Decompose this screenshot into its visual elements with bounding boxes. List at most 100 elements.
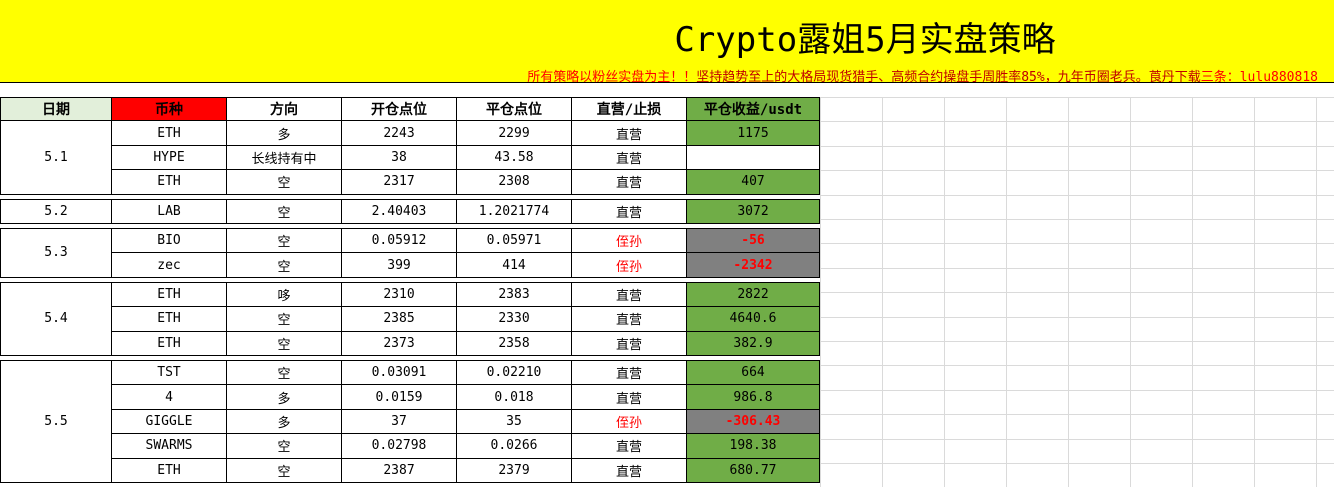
type-cell: 直营 bbox=[572, 307, 687, 332]
type-cell: 直营 bbox=[572, 385, 687, 410]
gridline bbox=[1254, 97, 1255, 487]
gridline bbox=[882, 97, 883, 487]
gridline bbox=[820, 389, 1334, 391]
profit-cell: 3072 bbox=[687, 199, 820, 224]
type-cell: 直营 bbox=[572, 145, 687, 171]
gridline bbox=[820, 194, 1334, 196]
direction-cell: 空 bbox=[227, 458, 342, 483]
profit-cell: -306.43 bbox=[687, 409, 820, 435]
gridline bbox=[820, 243, 1334, 245]
separator bbox=[0, 224, 820, 229]
gridline bbox=[820, 97, 1334, 98]
date-cell: 5.4 bbox=[0, 282, 112, 356]
separator bbox=[0, 277, 820, 283]
gridline bbox=[820, 341, 1334, 342]
coin-cell: ETH bbox=[112, 282, 227, 308]
column-header: 方向 bbox=[227, 97, 342, 122]
direction-cell: 多 bbox=[227, 121, 342, 146]
gridline bbox=[1316, 97, 1317, 487]
header-banner: Crypto露姐5月实盘策略 所有策略以粉丝实盘为主！！坚持趋势至上的大格局现货… bbox=[0, 0, 1334, 85]
gridline bbox=[820, 219, 1334, 220]
profit-cell: -2342 bbox=[687, 253, 820, 278]
profit-cell: 1175 bbox=[687, 121, 820, 146]
coin-cell: HYPE bbox=[112, 145, 227, 171]
type-cell: 直营 bbox=[572, 121, 687, 146]
coin-cell: BIO bbox=[112, 229, 227, 254]
direction-cell: 空 bbox=[227, 170, 342, 195]
close-cell: 35 bbox=[457, 409, 572, 435]
type-cell: 直营 bbox=[572, 199, 687, 224]
open-cell: 2385 bbox=[342, 307, 457, 332]
gridline bbox=[820, 365, 1334, 367]
direction-cell: 空 bbox=[227, 229, 342, 254]
profit-cell: 986.8 bbox=[687, 385, 820, 410]
open-cell: 38 bbox=[342, 145, 457, 171]
gridline bbox=[820, 292, 1334, 294]
open-cell: 2.40403 bbox=[342, 199, 457, 224]
type-cell: 直营 bbox=[572, 331, 687, 356]
type-cell: 直营 bbox=[572, 458, 687, 483]
open-cell: 2387 bbox=[342, 458, 457, 483]
profit-cell: 4640.6 bbox=[687, 307, 820, 332]
close-cell: 2358 bbox=[457, 331, 572, 356]
gridline bbox=[1130, 97, 1131, 487]
separator bbox=[0, 194, 820, 200]
gridline bbox=[944, 97, 945, 487]
gridline bbox=[820, 170, 1334, 172]
coin-cell: GIGGLE bbox=[112, 409, 227, 435]
coin-cell: LAB bbox=[112, 199, 227, 224]
open-cell: 2373 bbox=[342, 331, 457, 356]
type-cell: 直营 bbox=[572, 434, 687, 459]
direction-cell: 空 bbox=[227, 253, 342, 278]
subtitle-part: 三条：lulu880818 bbox=[1200, 70, 1318, 85]
profit-cell: -56 bbox=[687, 229, 820, 254]
direction-cell: 多 bbox=[227, 409, 342, 435]
gridline bbox=[820, 97, 821, 487]
profit-cell: 680.77 bbox=[687, 458, 820, 483]
coin-cell: 4 bbox=[112, 385, 227, 410]
profit-cell bbox=[687, 145, 820, 171]
open-cell: 2317 bbox=[342, 170, 457, 195]
open-cell: 0.02798 bbox=[342, 434, 457, 459]
close-cell: 0.05971 bbox=[457, 229, 572, 254]
coin-cell: ETH bbox=[112, 331, 227, 356]
close-cell: 0.02210 bbox=[457, 361, 572, 386]
profit-cell: 198.38 bbox=[687, 434, 820, 459]
type-cell: 直营 bbox=[572, 361, 687, 386]
date-cell: 5.2 bbox=[0, 199, 112, 224]
date-cell: 5.5 bbox=[0, 361, 112, 483]
direction-cell: 空 bbox=[227, 361, 342, 386]
direction-cell: 长线持有中 bbox=[227, 145, 342, 171]
separator bbox=[0, 356, 820, 361]
coin-cell: zec bbox=[112, 253, 227, 278]
open-cell: 0.0159 bbox=[342, 385, 457, 410]
column-header: 平仓点位 bbox=[457, 97, 572, 122]
close-cell: 43.58 bbox=[457, 145, 572, 171]
direction-cell: 空 bbox=[227, 434, 342, 459]
column-header: 平仓收益/usdt bbox=[687, 97, 820, 122]
gridline bbox=[1006, 97, 1007, 487]
column-header: 日期 bbox=[0, 97, 112, 122]
close-cell: 2330 bbox=[457, 307, 572, 332]
subtitle: 所有策略以粉丝实盘为主！！坚持趋势至上的大格局现货猎手、高频合约操盘手周胜率85… bbox=[527, 66, 1318, 85]
coin-cell: ETH bbox=[112, 307, 227, 332]
type-cell: 侄孙 bbox=[572, 409, 687, 435]
coin-cell: ETH bbox=[112, 121, 227, 146]
type-cell: 直营 bbox=[572, 282, 687, 308]
close-cell: 2379 bbox=[457, 458, 572, 483]
close-cell: 0.018 bbox=[457, 385, 572, 410]
open-cell: 37 bbox=[342, 409, 457, 435]
close-cell: 0.0266 bbox=[457, 434, 572, 459]
profit-cell: 664 bbox=[687, 361, 820, 386]
coin-cell: SWARMS bbox=[112, 434, 227, 459]
open-cell: 0.05912 bbox=[342, 229, 457, 254]
direction-cell: 空 bbox=[227, 331, 342, 356]
gridline bbox=[820, 414, 1334, 416]
coin-cell: TST bbox=[112, 361, 227, 386]
gridline bbox=[820, 267, 1334, 269]
subtitle-part: 坚持趋势至上的大格局现货猎手、高频合约操盘手周胜率85%，九年币圈老兵。莨丹下载 bbox=[696, 70, 1201, 85]
close-cell: 1.2021774 bbox=[457, 199, 572, 224]
direction-cell: 空 bbox=[227, 307, 342, 332]
title: Crypto露姐5月实盘策略 bbox=[674, 20, 1056, 60]
